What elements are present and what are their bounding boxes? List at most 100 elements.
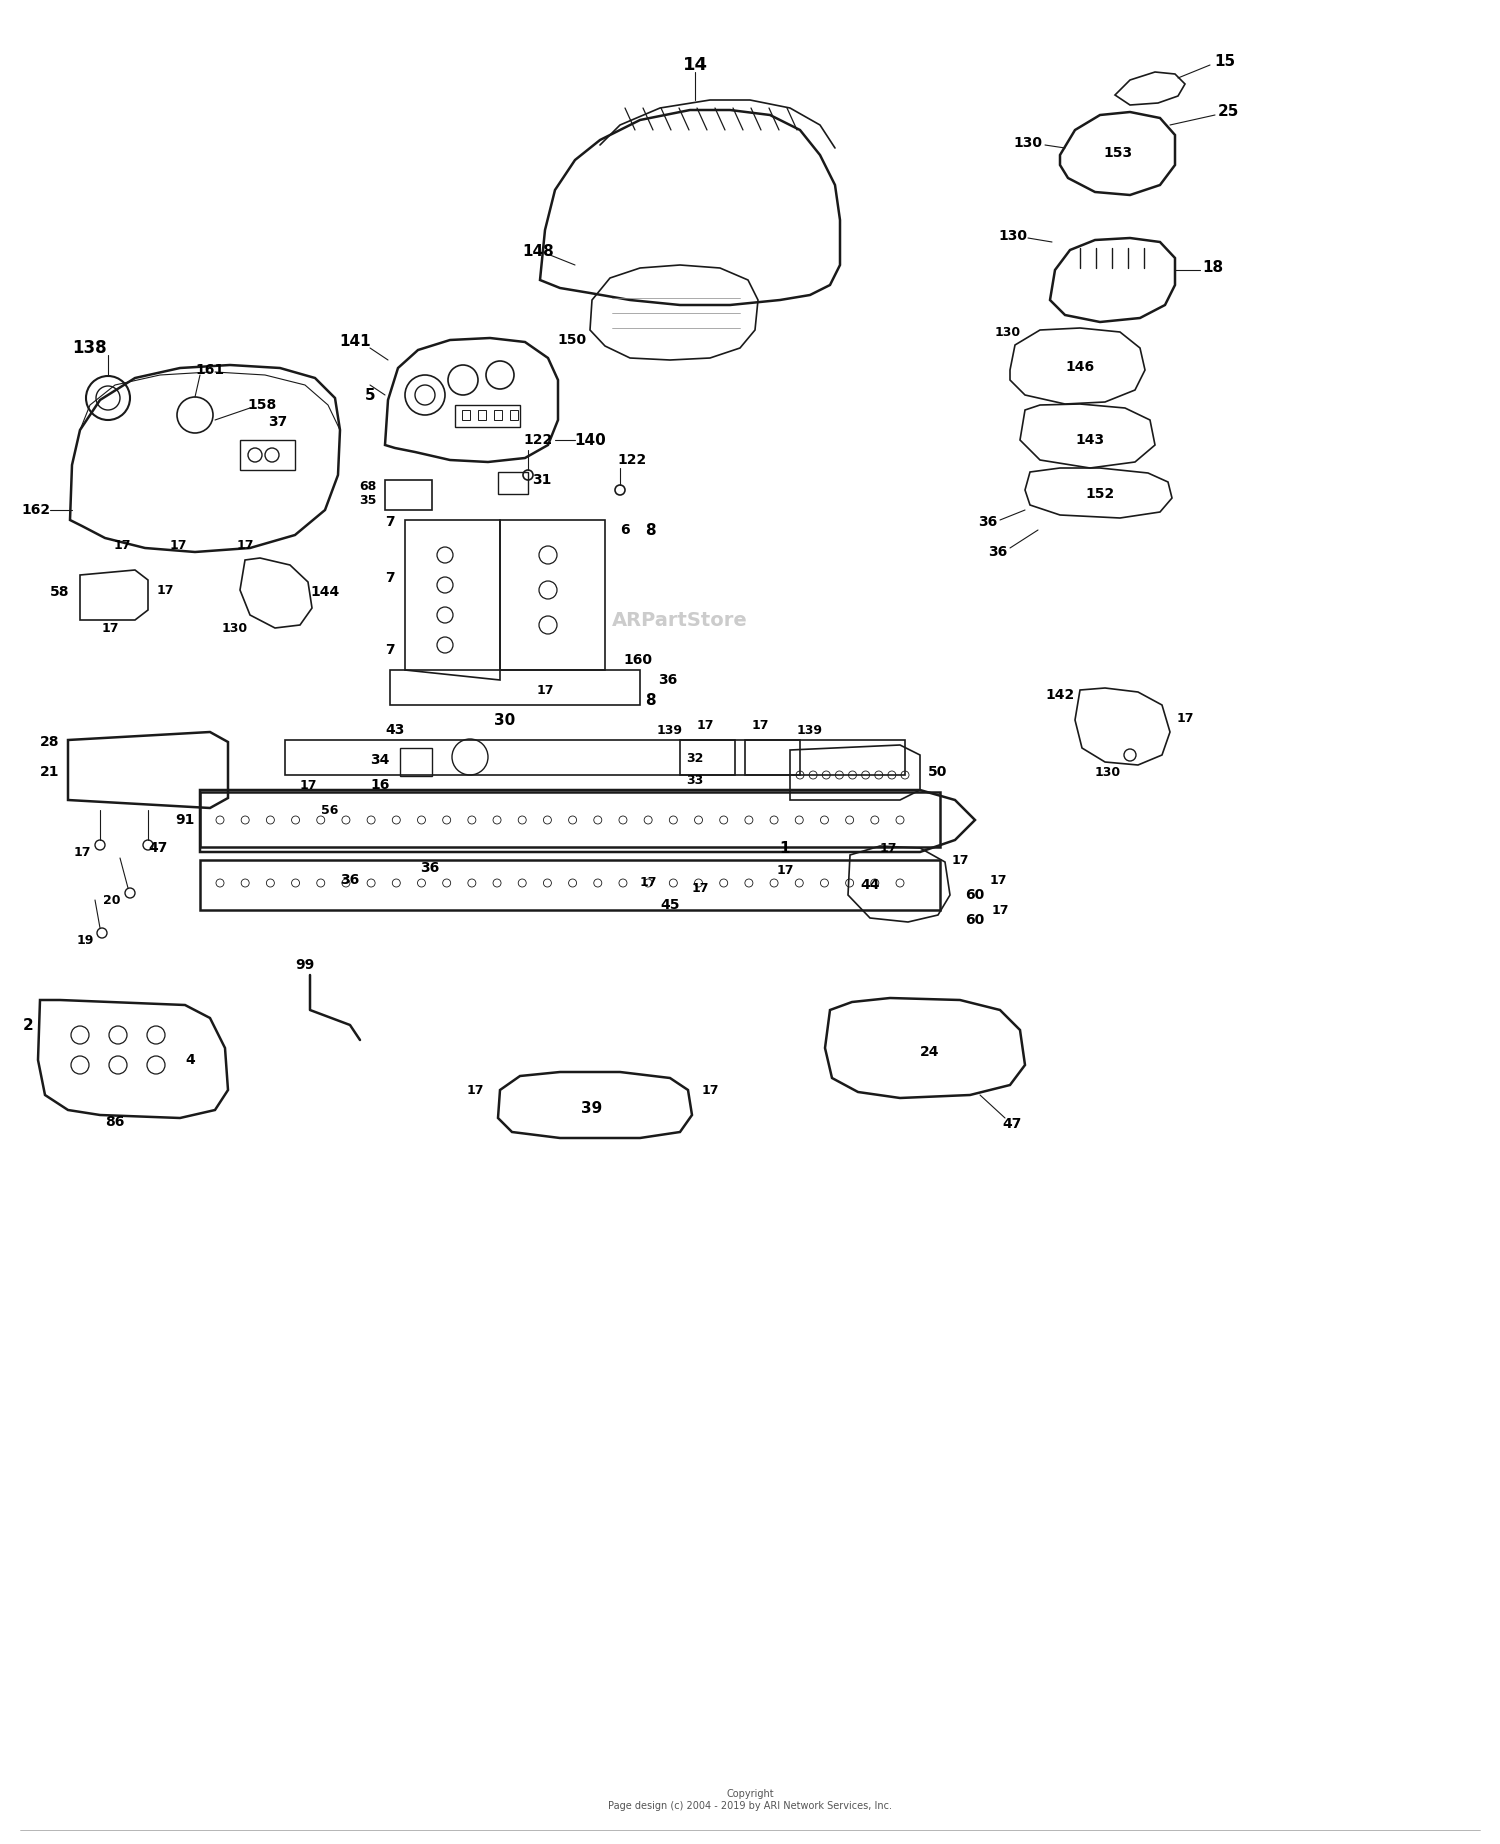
Text: 17: 17 xyxy=(102,621,118,634)
Text: 7: 7 xyxy=(386,514,394,529)
Text: 18: 18 xyxy=(1203,260,1224,275)
Text: 45: 45 xyxy=(660,898,680,913)
Text: 139: 139 xyxy=(796,723,824,736)
Text: 15: 15 xyxy=(1215,55,1236,70)
Text: 99: 99 xyxy=(296,959,315,972)
Text: 37: 37 xyxy=(268,415,288,430)
Text: 17: 17 xyxy=(951,854,969,867)
Text: 138: 138 xyxy=(72,339,108,358)
Text: 16: 16 xyxy=(370,778,390,793)
Text: 4: 4 xyxy=(184,1053,195,1068)
Bar xyxy=(478,409,486,420)
Text: 139: 139 xyxy=(657,723,682,736)
Text: 56: 56 xyxy=(321,804,339,817)
Text: 7: 7 xyxy=(386,572,394,585)
Bar xyxy=(454,406,520,428)
Text: 8: 8 xyxy=(645,693,656,708)
Text: 146: 146 xyxy=(1065,360,1095,374)
Text: 20: 20 xyxy=(104,894,120,907)
Text: 122: 122 xyxy=(524,433,552,446)
Text: 17: 17 xyxy=(639,876,657,889)
Bar xyxy=(200,793,940,846)
Bar xyxy=(285,739,904,774)
Text: 47: 47 xyxy=(148,841,168,856)
Bar xyxy=(498,472,528,494)
Text: 60: 60 xyxy=(966,889,984,902)
Text: 17: 17 xyxy=(74,846,90,859)
Text: ARPartStore: ARPartStore xyxy=(612,610,748,629)
Text: 153: 153 xyxy=(1104,146,1132,160)
Text: 58: 58 xyxy=(51,585,69,599)
Text: 158: 158 xyxy=(248,398,276,411)
Text: 17: 17 xyxy=(696,719,714,732)
Text: 21: 21 xyxy=(40,765,60,778)
Text: 17: 17 xyxy=(298,778,316,791)
Text: 33: 33 xyxy=(687,773,703,787)
Text: 32: 32 xyxy=(687,752,703,765)
Text: 91: 91 xyxy=(176,813,195,826)
Bar xyxy=(494,409,502,420)
Text: 17: 17 xyxy=(700,1084,718,1097)
Text: 36: 36 xyxy=(658,673,678,688)
Text: 47: 47 xyxy=(1002,1117,1022,1130)
Text: 144: 144 xyxy=(310,585,339,599)
Text: 17: 17 xyxy=(990,874,1006,887)
Bar xyxy=(240,441,296,470)
Text: 50: 50 xyxy=(928,765,948,778)
Bar xyxy=(462,409,470,420)
Text: 60: 60 xyxy=(966,913,984,928)
Text: 31: 31 xyxy=(532,474,552,487)
Text: 24: 24 xyxy=(920,1046,939,1058)
Text: 19: 19 xyxy=(76,933,93,946)
Text: 35: 35 xyxy=(360,494,376,507)
Text: 43: 43 xyxy=(386,723,405,738)
Text: 130: 130 xyxy=(999,229,1028,243)
Text: 141: 141 xyxy=(339,334,370,350)
Text: 86: 86 xyxy=(105,1116,125,1129)
Text: 6: 6 xyxy=(620,524,630,537)
Text: 8: 8 xyxy=(645,522,656,537)
Text: 5: 5 xyxy=(364,387,375,402)
Text: 122: 122 xyxy=(618,454,646,467)
Text: 36: 36 xyxy=(340,872,360,887)
Bar xyxy=(746,739,800,774)
Text: 17: 17 xyxy=(237,538,254,551)
Text: 17: 17 xyxy=(114,538,130,551)
Text: 17: 17 xyxy=(992,904,1008,916)
Text: 143: 143 xyxy=(1076,433,1104,446)
Bar xyxy=(200,859,940,909)
Text: 44: 44 xyxy=(861,878,879,892)
Text: 14: 14 xyxy=(682,55,708,74)
Text: 34: 34 xyxy=(370,752,390,767)
Text: 17: 17 xyxy=(466,1084,483,1097)
Text: 17: 17 xyxy=(692,881,708,894)
Text: 17: 17 xyxy=(752,719,768,732)
Text: 130: 130 xyxy=(994,326,1022,339)
Text: 36: 36 xyxy=(420,861,440,876)
Text: 17: 17 xyxy=(1176,712,1194,725)
Text: 140: 140 xyxy=(574,433,606,448)
Text: 25: 25 xyxy=(1218,105,1239,120)
Text: 17: 17 xyxy=(879,841,897,854)
Text: 2: 2 xyxy=(22,1018,33,1033)
Text: 36: 36 xyxy=(978,514,998,529)
Text: 68: 68 xyxy=(360,479,376,492)
Text: Copyright
Page design (c) 2004 - 2019 by ARI Network Services, Inc.: Copyright Page design (c) 2004 - 2019 by… xyxy=(608,1789,892,1811)
Text: 17: 17 xyxy=(777,863,794,876)
Text: 30: 30 xyxy=(495,712,516,728)
Bar xyxy=(400,749,432,776)
Text: 17: 17 xyxy=(170,538,186,551)
Text: 142: 142 xyxy=(1046,688,1074,703)
Text: 130: 130 xyxy=(1014,136,1042,149)
Text: 152: 152 xyxy=(1086,487,1114,502)
Text: 17: 17 xyxy=(537,684,554,697)
Text: 36: 36 xyxy=(988,546,1008,559)
Text: 150: 150 xyxy=(558,334,586,347)
Text: 39: 39 xyxy=(582,1101,603,1116)
Text: 17: 17 xyxy=(156,583,174,596)
Text: 160: 160 xyxy=(624,653,652,668)
Text: 7: 7 xyxy=(386,644,394,656)
Text: 162: 162 xyxy=(21,503,51,516)
Text: 148: 148 xyxy=(522,245,554,260)
Bar xyxy=(680,739,735,774)
